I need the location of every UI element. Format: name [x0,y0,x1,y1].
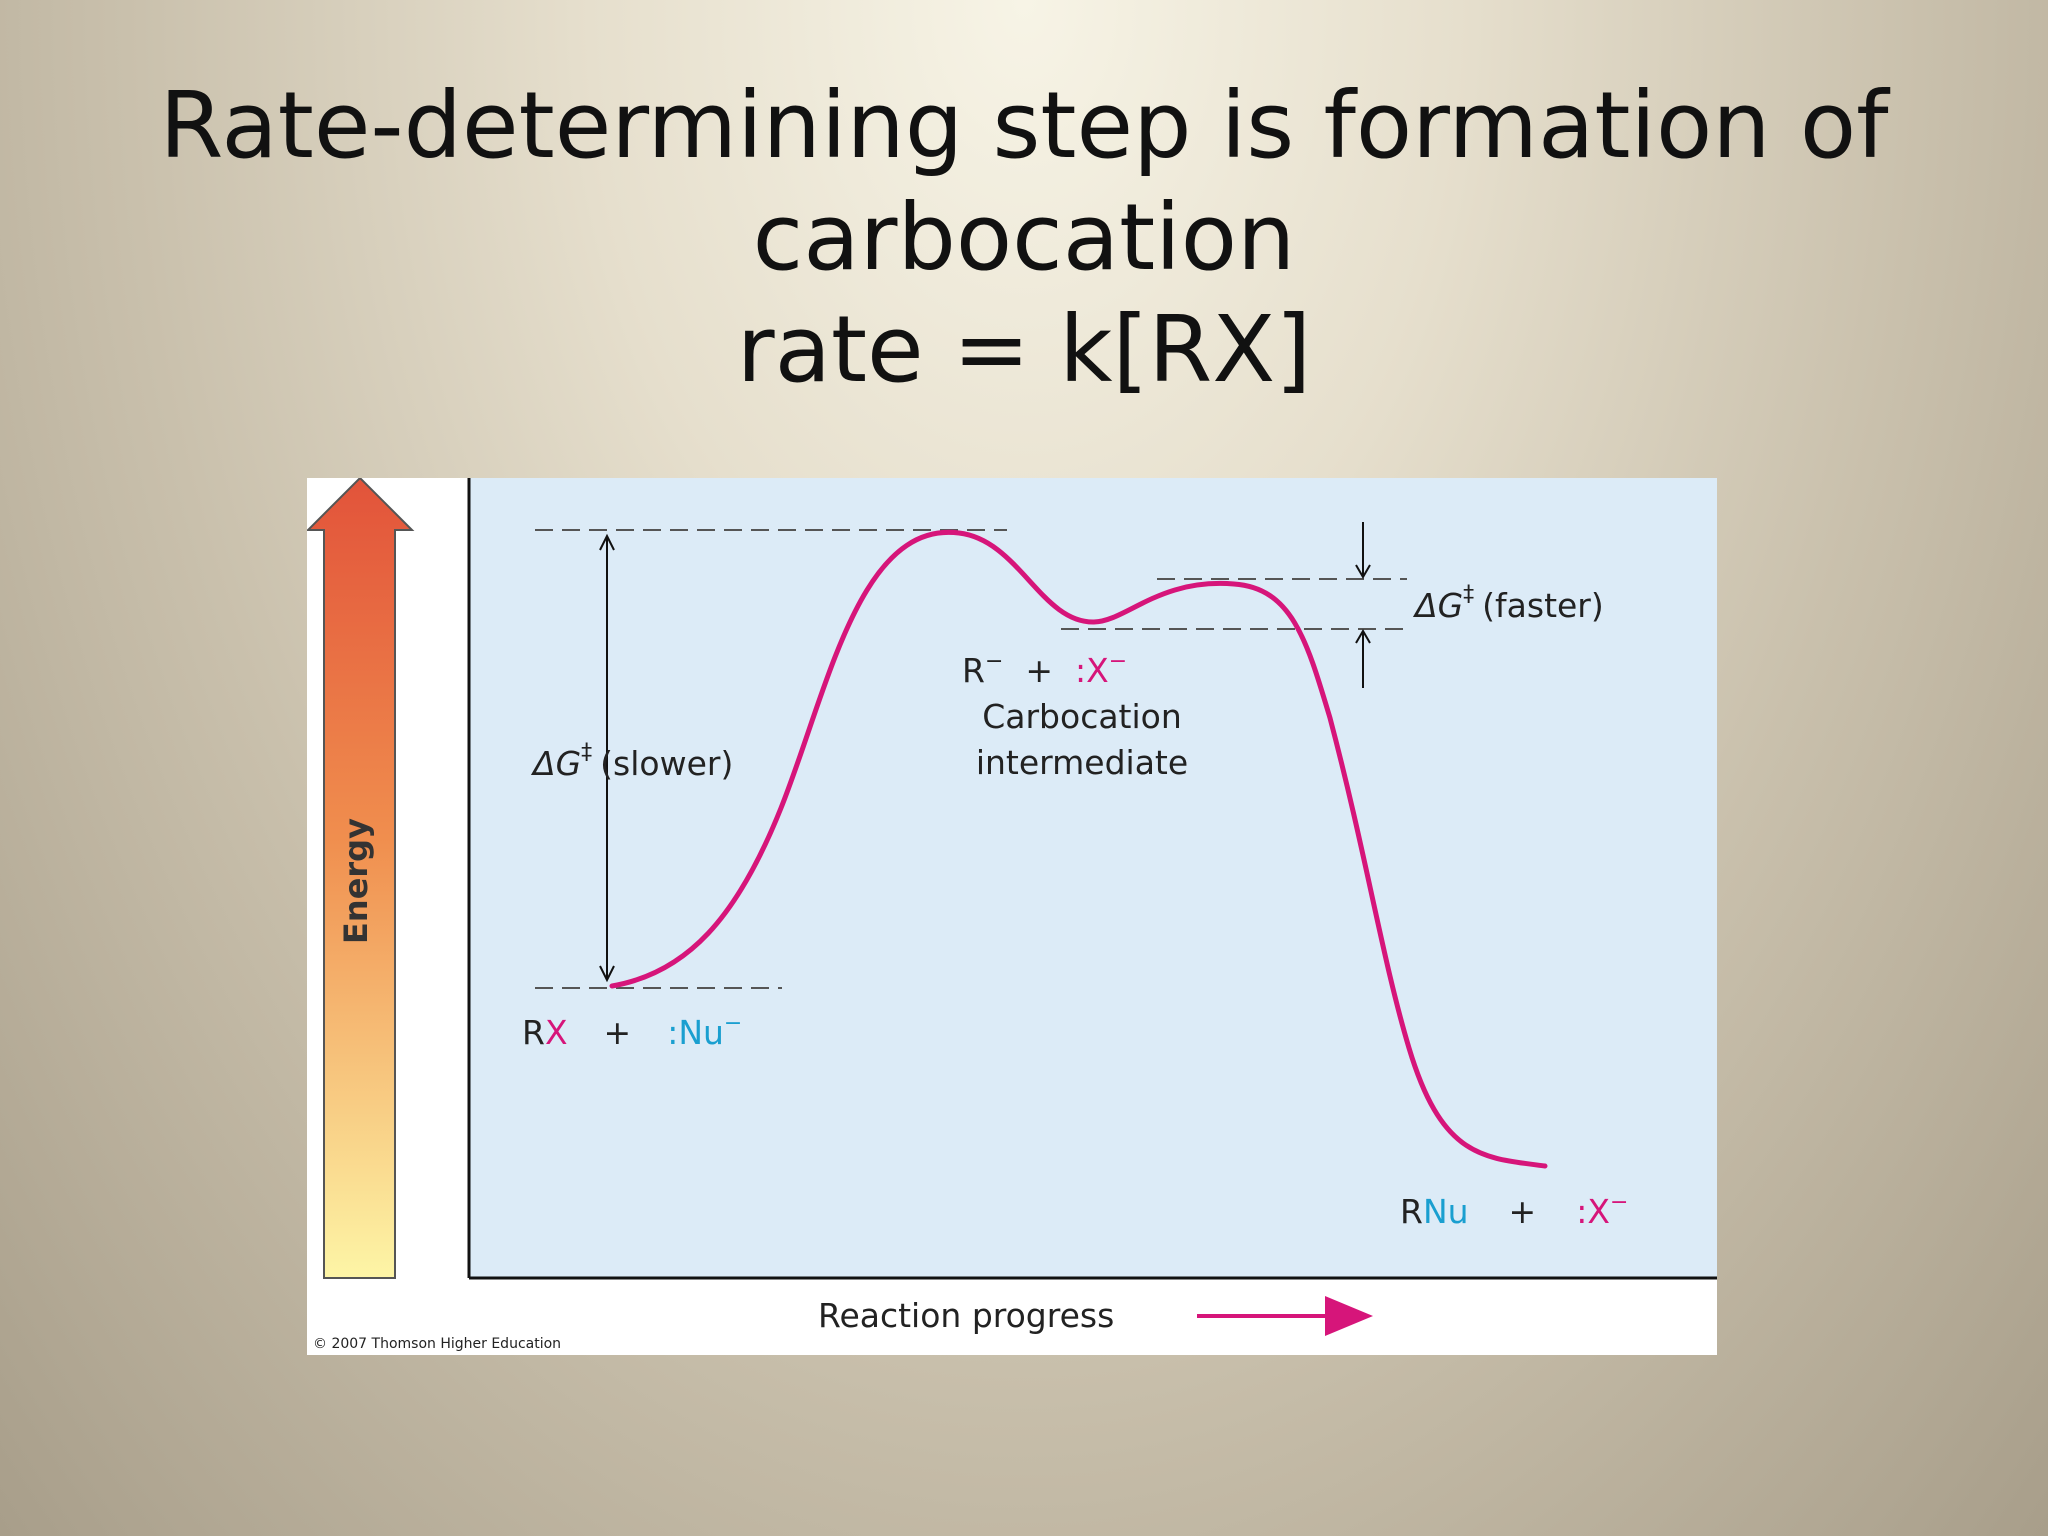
dg-faster-label: ΔG‡ (faster) [1412,582,1604,625]
dg-faster-arrows [1355,522,1371,688]
x-axis-label: Reaction progress [818,1296,1114,1335]
copyright-text: © 2007 Thomson Higher Education [313,1336,561,1352]
intermediate-label-line-1: Carbocation [982,697,1182,736]
energy-arrow [307,478,415,1279]
dg-slower-arrow [599,533,615,983]
intermediate-species: R− +:X− [962,649,1127,690]
products-label: RNu +:X− [1400,1190,1628,1231]
dg-slower-label: ΔG‡ (slower) [530,740,733,783]
reaction-energy-curve [609,529,1548,1169]
energy-diagram-svg: Energy ΔG‡ (slower) ΔG‡ (fa [307,478,1717,1352]
reactants-label: RX +:Nu− [522,1011,742,1052]
slide-title-line-1: Rate-determining step is formation of [159,72,1889,179]
slide-title-line-2: carbocation [752,184,1296,291]
energy-diagram-figure: Energy ΔG‡ (slower) ΔG‡ (fa [307,478,1717,1355]
energy-axis-label: Energy [337,818,375,944]
slide-title: Rate-determining step is formation of ca… [0,70,2048,406]
intermediate-label-line-2: intermediate [976,743,1188,782]
slide-title-line-3: rate = k[RX] [736,296,1312,403]
reference-dashes [535,529,1407,989]
plot-area [469,478,1717,1278]
